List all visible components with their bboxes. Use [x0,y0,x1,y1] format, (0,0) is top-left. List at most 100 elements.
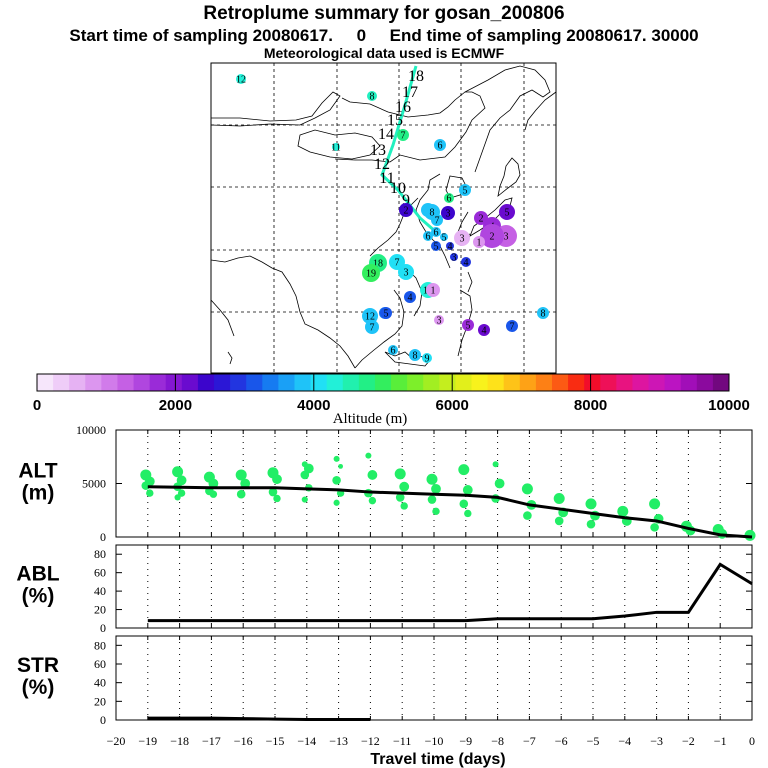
altitude-point [462,485,473,495]
map-marker-dot [399,203,413,217]
map-marker-label: 6 [391,346,396,357]
map-marker: 12 [236,74,246,86]
map-marker-label: 3 [452,253,457,264]
colorbar-swatch [584,374,601,391]
map-marker-label: 2 [404,206,409,217]
colorbar-tick-label: 4000 [297,397,330,414]
map-marker-dot [459,184,471,196]
colorbar-swatch [551,374,569,391]
map-marker-label: 10 [390,180,406,197]
x-tick-label: −7 [523,734,536,748]
map-marker-dot [423,231,433,241]
map-marker-label: 3 [446,209,451,220]
map-marker: 4 [446,242,454,253]
map-marker-label: 7 [510,322,515,333]
map-marker-label: 5 [466,321,471,332]
y-tick-label: 5000 [82,477,106,491]
map-marker: 4 [461,257,471,269]
x-tick-label: −4 [618,734,631,748]
x-tick-label: −19 [138,734,157,748]
map-marker-label: 6 [447,194,452,205]
colorbar-swatch [294,374,312,391]
altitude-point [427,495,437,504]
map-marker-dot [409,349,421,361]
map-marker-label: 4 [408,293,413,304]
map-marker-dot [499,204,515,220]
map-marker-label: 11 [331,143,341,154]
altitude-point [172,466,184,478]
map-marker-label: 19 [366,269,376,280]
map-marker-label: 7 [435,216,440,227]
map-marker-label: 5 [442,233,447,244]
map-marker: 5 [462,319,474,332]
colorbar-swatch [616,374,633,391]
x-tick-label: −2 [682,734,695,748]
altitude-point [459,499,469,509]
map-marker: 1 [473,236,485,249]
map-marker: 11 [331,143,341,154]
colorbar-swatch [503,374,521,391]
colorbar-swatch [423,374,440,391]
colorbar-tick-label: 10000 [708,397,750,414]
colorbar-swatch [262,374,279,391]
map-marker-label: 4 [464,258,469,269]
map-marker-label: 1 [477,238,482,249]
map-marker-label: 7 [395,258,400,269]
y-tick-label: 0 [100,530,106,544]
y-tick-label: 60 [94,566,106,580]
altitude-point [431,483,441,494]
map-marker: 5 [431,241,441,253]
altitude-point [399,481,410,492]
map-marker-dot [537,307,549,319]
map-marker: 10 [390,180,406,197]
altitude-point [146,489,154,497]
x-tick-label: −11 [393,734,411,748]
map-marker-dot [446,242,454,250]
map-marker-dot [440,233,448,241]
map-marker-label: 14 [378,126,394,143]
y-tick-label: 40 [94,676,106,690]
y-tick-label: 80 [94,638,106,652]
colorbar-swatch [632,374,650,391]
map-marker-label: 1 [431,286,436,297]
map-marker: 9 [402,192,410,209]
colorbar-swatch [85,374,102,391]
colorbar-swatch [471,374,489,391]
map-marker-dot [332,143,340,151]
trajectory-line [380,65,437,234]
altitude-point [209,490,218,498]
colorbar-swatch [133,374,151,391]
map-marker-dot [362,264,380,282]
map-marker-dot [397,129,409,141]
map-marker-label: 6 [434,228,439,239]
map-marker-dot [367,91,377,101]
altitude-point [464,509,472,518]
x-tick-label: −16 [234,734,253,748]
colorbar-tick-label: 8000 [574,397,607,414]
map-marker-label: 8 [413,351,418,362]
map-marker: 16 [395,99,411,116]
x-tick-label: −15 [266,734,285,748]
colorbar-swatch [600,374,617,391]
map-marker: 3 [434,315,444,327]
altitude-point [395,493,405,502]
map-marker: 5 [459,184,471,197]
altitude-point [553,492,565,504]
map-marker: 2 [399,203,413,217]
map-marker-label: 7 [370,323,375,334]
map-marker-label: 13 [370,142,386,159]
y-tick-label: 0 [100,621,106,635]
altitude-point [492,461,499,468]
y-tick-label: 10000 [76,423,106,437]
y-tick-label: 20 [94,603,106,617]
colorbar-swatch [407,374,424,391]
altitude-point [240,478,251,489]
map-marker: 6 [444,193,454,205]
altitude-point [236,489,246,499]
colorbar-swatch [358,374,376,391]
colorbar-swatch [53,374,70,391]
y-tick-label: 20 [94,694,106,708]
altitude-point [554,516,564,526]
colorbar-label: Altitude (m) [333,411,408,427]
colorbar-swatch [310,374,328,391]
